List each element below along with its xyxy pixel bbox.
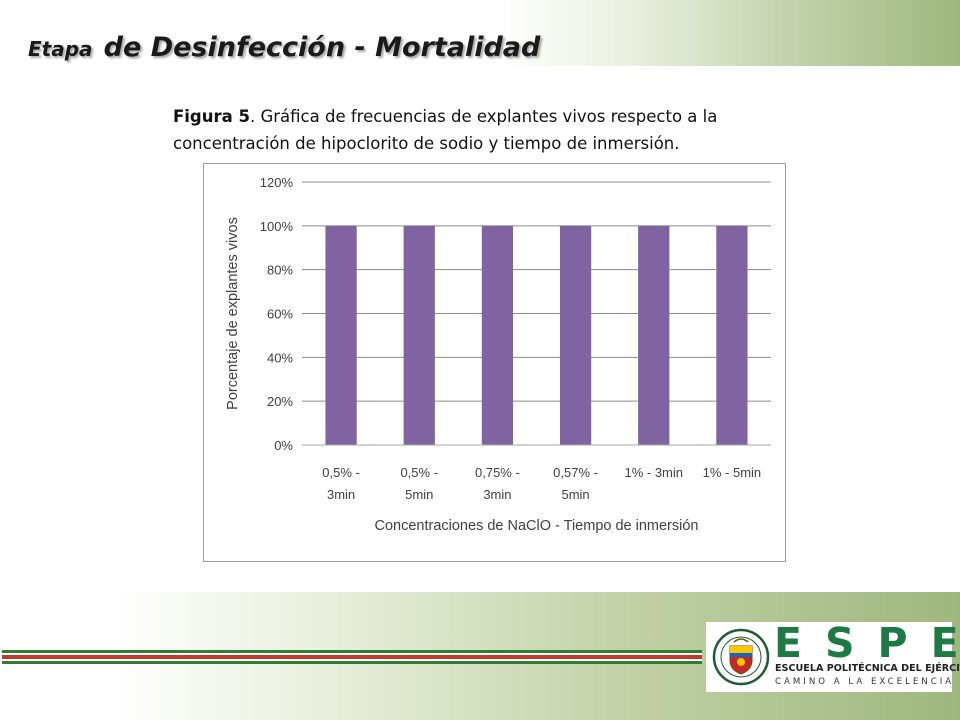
bar-chart: 0% 20% 40% 60% 80% 100% 120% 0,5% -3min 0,5% -5… (225, 175, 771, 534)
y-tick-label: 40% (267, 350, 293, 365)
x-tick-label: 0,75% -3min (475, 465, 520, 502)
y-axis-ticks: 0% 20% 40% 60% 80% 100% 120% (260, 175, 294, 453)
footer-stripe-white-2 (2, 659, 702, 661)
x-tick-label: 1% - 3min (624, 465, 683, 480)
x-tick-label: 1% - 5min (703, 465, 762, 480)
slide-title-prefix: Etapa (28, 37, 93, 61)
chart-frame: 0% 20% 40% 60% 80% 100% 120% 0,5% -3min 0,5% -5… (203, 163, 786, 562)
bars (325, 225, 748, 445)
espe-seal-icon (712, 628, 770, 686)
footer-stripe-green (2, 650, 702, 653)
bar-3 (481, 225, 514, 445)
x-tick-label: 0,57% -5min (553, 465, 598, 502)
y-tick-label: 120% (260, 175, 294, 190)
y-tick-label: 0% (274, 438, 293, 453)
bar-2 (403, 225, 435, 445)
figure-number: Figura 5 (173, 107, 250, 126)
bar-4 (559, 225, 592, 445)
bar-1 (325, 225, 357, 445)
footer-stripe-green-2 (2, 661, 702, 664)
y-tick-label: 80% (267, 263, 293, 278)
slide-title: Etapa de Desinfección - Mortalidad (28, 26, 540, 64)
figure-caption-text: . Gráfica de frecuencias de explantes vi… (173, 107, 718, 153)
title-band (0, 0, 960, 66)
slide-title-main: de Desinfección - Mortalidad (103, 32, 541, 63)
y-tick-label: 20% (267, 394, 293, 409)
espe-institution-name: ESCUELA POLITÉCNICA DEL EJÉRCITO (775, 663, 960, 674)
bar-5 (638, 225, 670, 445)
footer-stripe-red (2, 655, 702, 659)
bar-6 (716, 225, 748, 445)
footer-stripe-white (2, 653, 702, 655)
gridlines (302, 181, 771, 402)
y-tick-label: 60% (267, 307, 293, 322)
x-axis-label: Concentraciones de NaClO - Tiempo de inm… (375, 518, 699, 534)
x-axis-ticks: 0,5% -3min 0,5% -5min 0,75% -3min 0,57% -5m… (322, 465, 761, 502)
figure-caption: Figura 5. Gráfica de frecuencias de expl… (173, 103, 813, 157)
x-tick-label: 0,5% -3min (322, 465, 360, 502)
espe-motto: CAMINO A LA EXCELENCIA (775, 677, 955, 687)
y-axis-label: Porcentaje de explantes vivos (225, 217, 241, 410)
y-tick-label: 100% (260, 219, 294, 234)
x-tick-label: 0,5% -5min (400, 465, 438, 502)
